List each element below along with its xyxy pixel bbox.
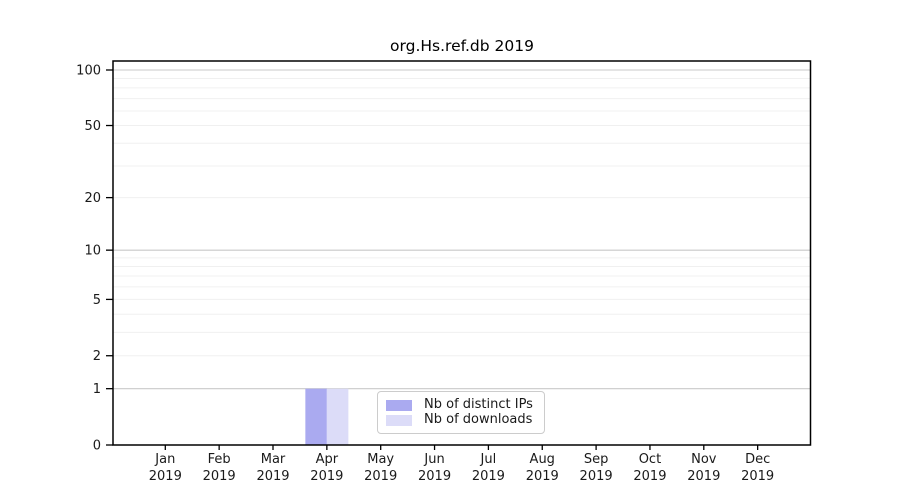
x-axis-tick-label-month: Aug xyxy=(530,452,555,467)
legend: Nb of distinct IPs Nb of downloads xyxy=(377,391,545,434)
y-axis-tick-label: 50 xyxy=(84,119,101,134)
chart-title: org.Hs.ref.db 2019 xyxy=(390,37,534,55)
x-axis-tick-label-year: 2019 xyxy=(364,469,397,484)
y-axis-tick-label: 5 xyxy=(93,293,101,308)
x-axis-tick-label-month: Jul xyxy=(480,452,497,467)
legend-item-distinct-ips: Nb of distinct IPs xyxy=(386,398,535,412)
x-axis-tick-label-month: Jun xyxy=(423,452,444,467)
x-axis-tick-label-year: 2019 xyxy=(687,469,720,484)
x-axis-tick-label-year: 2019 xyxy=(526,469,559,484)
x-axis-tick-label-month: Oct xyxy=(639,452,661,467)
x-axis-tick-label-year: 2019 xyxy=(418,469,451,484)
x-axis-tick-label-month: Mar xyxy=(261,452,286,467)
legend-label-distinct-ips: Nb of distinct IPs xyxy=(424,397,533,412)
plot-border xyxy=(112,60,812,446)
y-axis-tick-label: 20 xyxy=(84,191,101,206)
x-axis-tick-label-year: 2019 xyxy=(149,469,182,484)
x-axis-tick-label-month: Feb xyxy=(208,452,231,467)
y-axis-tick-label: 10 xyxy=(84,244,101,259)
x-axis-tick-label-year: 2019 xyxy=(633,469,666,484)
x-axis-tick-label-month: Sep xyxy=(584,452,609,467)
y-axis-tick-label: 100 xyxy=(76,64,101,79)
y-axis-tick-label: 0 xyxy=(93,439,101,454)
x-axis-tick-label-year: 2019 xyxy=(203,469,236,484)
x-axis-tick-label-year: 2019 xyxy=(580,469,613,484)
x-axis-tick-label-year: 2019 xyxy=(310,469,343,484)
legend-swatch-distinct-ips xyxy=(386,399,412,411)
x-axis-tick-label-year: 2019 xyxy=(472,469,505,484)
x-axis-tick-label-year: 2019 xyxy=(741,469,774,484)
x-axis-tick-label-month: Apr xyxy=(316,452,339,467)
legend-label-downloads: Nb of downloads xyxy=(424,412,533,427)
x-axis-tick-label-month: Jan xyxy=(154,452,175,467)
bar-distinct-ips xyxy=(305,388,327,445)
x-axis-tick-label-year: 2019 xyxy=(256,469,289,484)
y-axis-tick-label: 2 xyxy=(93,349,101,364)
x-axis-tick-label-month: May xyxy=(367,452,394,467)
x-axis-tick-label-month: Nov xyxy=(691,452,717,467)
x-axis-tick-label-month: Dec xyxy=(745,452,770,467)
legend-swatch-downloads xyxy=(386,414,412,426)
bar-downloads xyxy=(326,388,349,445)
y-axis-tick-label: 1 xyxy=(93,382,101,397)
legend-item-downloads: Nb of downloads xyxy=(386,413,535,427)
